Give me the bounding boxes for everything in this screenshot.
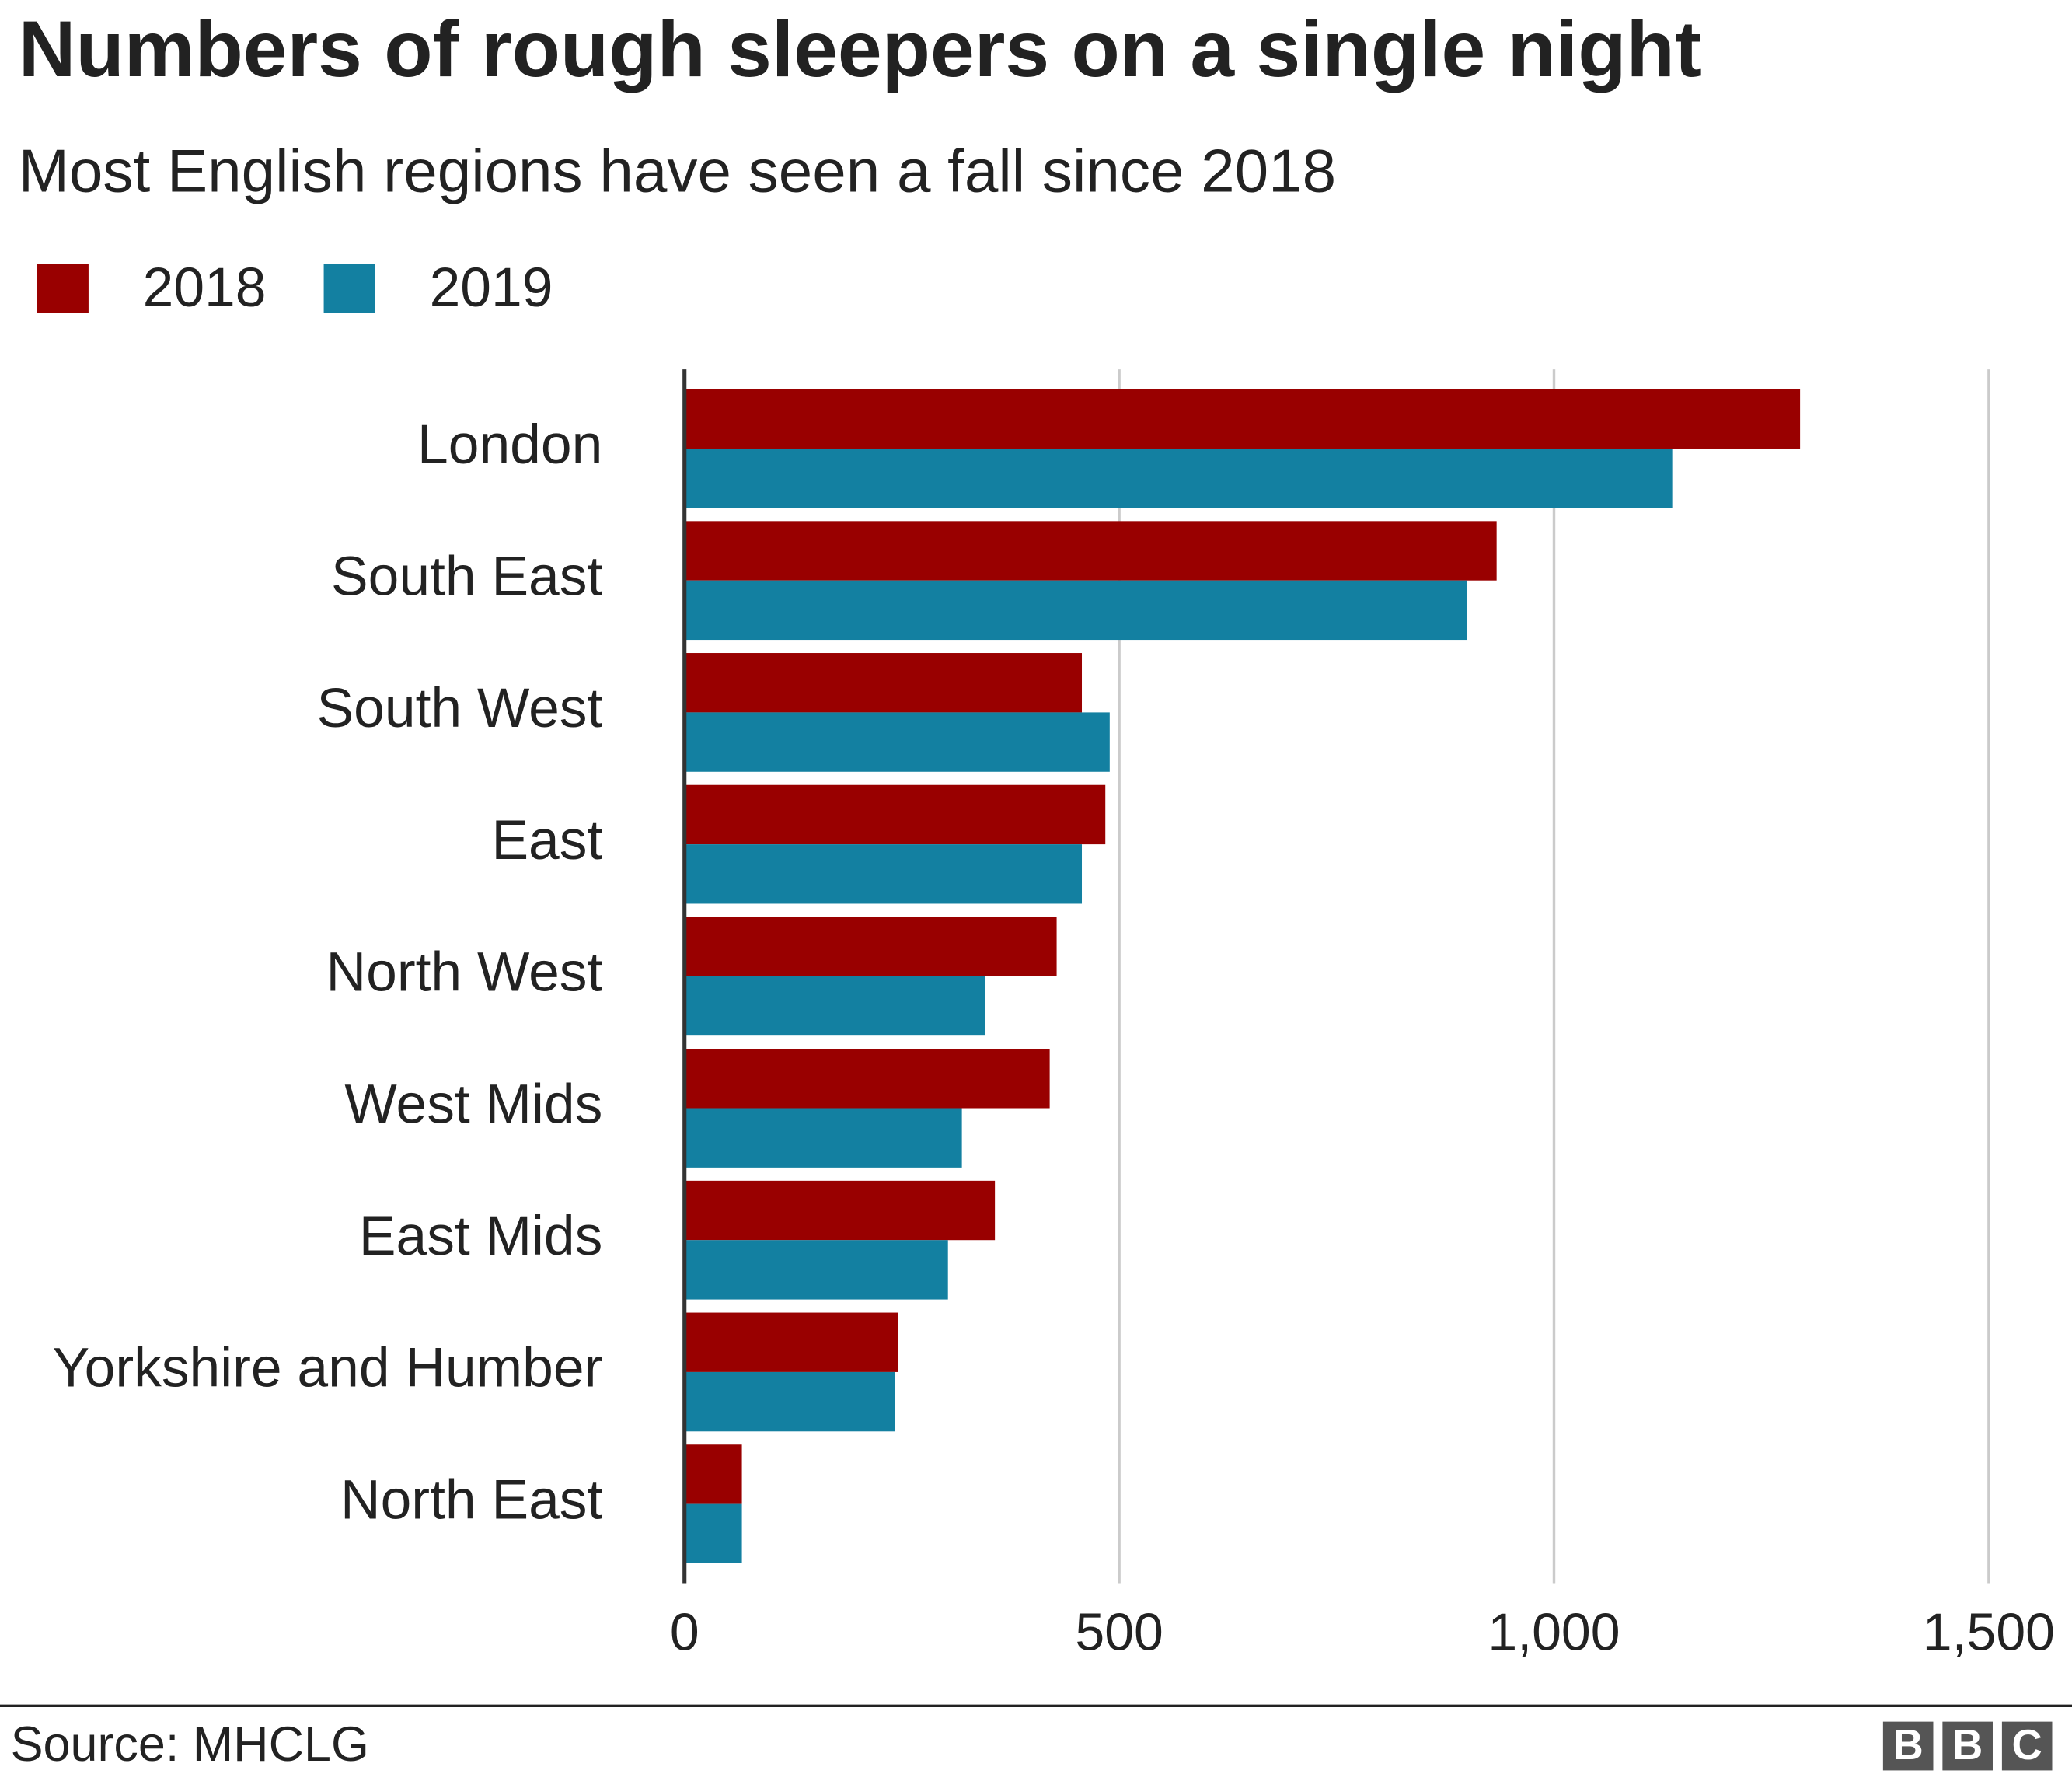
y-tick-label: Yorkshire and Humber bbox=[53, 1337, 603, 1399]
bar bbox=[684, 1240, 948, 1300]
y-tick-label: North West bbox=[326, 941, 603, 1004]
logo-box bbox=[1882, 1721, 1934, 1771]
x-tick-label: 0 bbox=[670, 1602, 699, 1661]
logo-letter: B bbox=[1893, 1721, 1924, 1769]
logo-box bbox=[1942, 1721, 1993, 1771]
y-tick-label: South East bbox=[331, 546, 602, 608]
bar bbox=[684, 580, 1467, 641]
bar bbox=[684, 917, 1057, 976]
y-tick-label: South West bbox=[317, 677, 603, 739]
bar bbox=[684, 712, 1110, 772]
bar bbox=[684, 448, 1673, 508]
logo-letter: C bbox=[2012, 1721, 2042, 1769]
y-tick-label: East Mids bbox=[359, 1205, 602, 1267]
bar bbox=[684, 1444, 742, 1504]
y-tick-label: West Mids bbox=[344, 1073, 602, 1135]
y-tick-label: North East bbox=[340, 1469, 602, 1531]
bar bbox=[684, 653, 1083, 713]
logo-box bbox=[2001, 1721, 2053, 1771]
bar bbox=[684, 1312, 898, 1372]
legend-swatch bbox=[37, 264, 89, 313]
bar bbox=[684, 1503, 742, 1563]
chart-subtitle: Most English regions have seen a fall si… bbox=[19, 136, 1336, 204]
x-tick-label: 500 bbox=[1075, 1602, 1163, 1661]
legend-label: 2019 bbox=[430, 257, 553, 319]
bar bbox=[684, 1180, 996, 1241]
bar bbox=[684, 1049, 1050, 1109]
legend-swatch bbox=[323, 264, 375, 313]
bar bbox=[684, 521, 1497, 581]
bar bbox=[684, 844, 1083, 904]
bar bbox=[684, 976, 985, 1036]
y-tick-label: East bbox=[491, 809, 602, 871]
bar bbox=[684, 1108, 962, 1168]
chart-title: Numbers of rough sleepers on a single ni… bbox=[19, 5, 1701, 93]
bar bbox=[684, 1371, 895, 1432]
source: Source: MHCLG bbox=[11, 1717, 369, 1772]
logo-letter: B bbox=[1952, 1721, 1983, 1769]
bar bbox=[684, 784, 1106, 845]
x-tick-label: 1,000 bbox=[1488, 1602, 1620, 1661]
x-tick-label: 1,500 bbox=[1923, 1602, 2055, 1661]
bar bbox=[684, 389, 1801, 449]
legend-label: 2018 bbox=[143, 257, 267, 319]
y-tick-label: London bbox=[417, 414, 602, 476]
